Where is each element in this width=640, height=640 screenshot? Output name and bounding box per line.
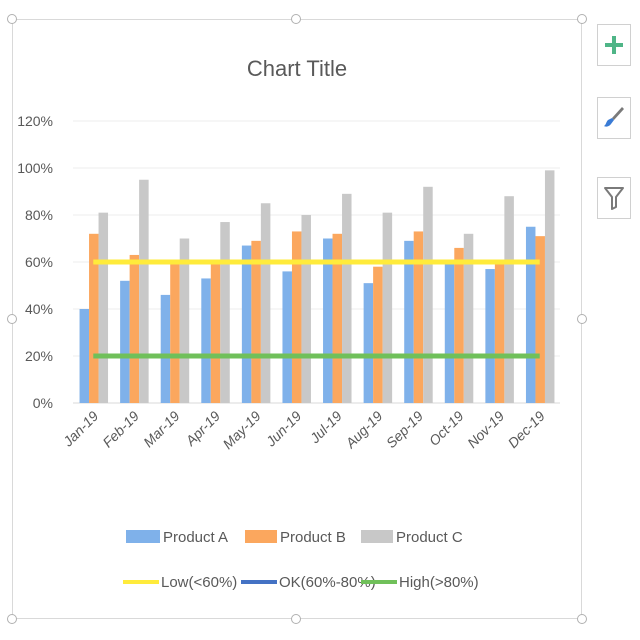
bar[interactable] [79,309,90,403]
bar[interactable] [251,240,261,403]
bar[interactable] [363,283,374,403]
bar[interactable] [382,212,393,403]
resize-handle-right[interactable] [577,314,587,324]
legend-entry[interactable]: Product B [245,529,346,546]
y-tick-label: 40% [25,301,53,317]
chart-title[interactable]: Chart Title [247,56,347,81]
legend-entry[interactable]: Low(<60%) [123,574,237,591]
legend-label: Low(<60%) [161,574,237,591]
bar[interactable] [342,193,352,403]
x-tick-label: Dec-19 [505,408,548,451]
y-tick-label: 100% [17,160,53,176]
bar[interactable] [291,231,302,403]
resize-handle-left[interactable] [7,314,17,324]
bar[interactable] [129,254,140,403]
bar[interactable] [404,240,414,403]
legend-label: Product B [280,529,346,546]
bar[interactable] [504,196,514,403]
resize-handle-top-left[interactable] [7,14,17,24]
chart: Chart Title 0% 20% 40% 60% 80% 100% 120% Jan-1… [17,56,560,591]
legend-entry[interactable]: OK(60%-80%) [241,574,376,591]
chart-elements-button[interactable] [597,24,631,66]
x-tick-label: Aug-19 [342,408,386,452]
x-tick-label: Oct-19 [426,408,467,449]
filter-icon [604,187,624,210]
legend-label: Product C [396,529,463,546]
x-tick-label: Sep-19 [383,408,426,451]
bar[interactable] [89,233,99,403]
bar[interactable] [535,236,545,403]
paintbrush-icon [604,107,624,127]
bar[interactable] [525,226,536,403]
legend-entry[interactable]: High(>80%) [361,574,479,591]
x-tick-label: Mar-19 [140,408,183,451]
bar[interactable] [210,262,221,403]
bar[interactable] [544,170,555,403]
legend-entry[interactable]: Product C [361,529,463,546]
bar[interactable] [423,186,433,403]
bar[interactable] [463,233,474,403]
resize-handle-top[interactable] [291,14,301,24]
chart-filters-button[interactable] [597,177,631,219]
legend-entry[interactable]: Product A [126,529,228,546]
chart-styles-button[interactable] [597,97,631,139]
bar[interactable] [260,203,271,403]
bar[interactable] [120,280,130,403]
legend-label: High(>80%) [399,574,479,591]
bar[interactable] [332,233,343,403]
y-tick-label: 60% [25,254,53,270]
bar[interactable] [160,294,171,403]
bar[interactable] [170,264,180,403]
x-tick-label: Jul-19 [306,408,345,447]
bar[interactable] [485,269,495,403]
bar[interactable] [139,179,149,403]
legend-label: Product A [163,529,228,546]
legend-label: OK(60%-80%) [279,574,376,591]
bar[interactable] [301,215,311,403]
bar[interactable] [444,262,455,403]
bar[interactable] [413,231,424,403]
bar[interactable] [220,222,230,403]
bar[interactable] [98,212,109,403]
x-tick-label: Feb-19 [99,408,142,451]
y-tick-label: 80% [25,207,53,223]
bar[interactable] [201,278,211,403]
x-tick-label: Apr-19 [182,408,224,450]
legend-swatch [126,530,160,543]
bar[interactable] [323,238,333,404]
chart-area[interactable]: Chart Title 0% 20% 40% 60% 80% 100% 120% Jan-1… [12,19,582,619]
bar[interactable] [454,247,464,403]
resize-handle-bottom[interactable] [291,614,301,624]
bar[interactable] [282,271,292,403]
resize-handle-bottom-left[interactable] [7,614,17,624]
y-tick-label: 0% [33,395,53,411]
bar[interactable] [241,245,252,403]
y-tick-label: 20% [25,348,53,364]
resize-handle-top-right[interactable] [577,14,587,24]
y-tick-label: 120% [17,113,53,129]
x-tick-label: Jun-19 [262,408,304,450]
plus-icon [605,36,623,54]
x-tick-label: May-19 [219,408,263,452]
x-tick-label: Nov-19 [464,408,507,451]
x-tick-label: Jan-19 [59,408,101,450]
legend-swatch [361,530,393,543]
bar[interactable] [373,266,383,403]
legend-swatch [245,530,277,543]
bar[interactable] [494,264,505,403]
bar[interactable] [179,238,190,404]
resize-handle-bottom-right[interactable] [577,614,587,624]
